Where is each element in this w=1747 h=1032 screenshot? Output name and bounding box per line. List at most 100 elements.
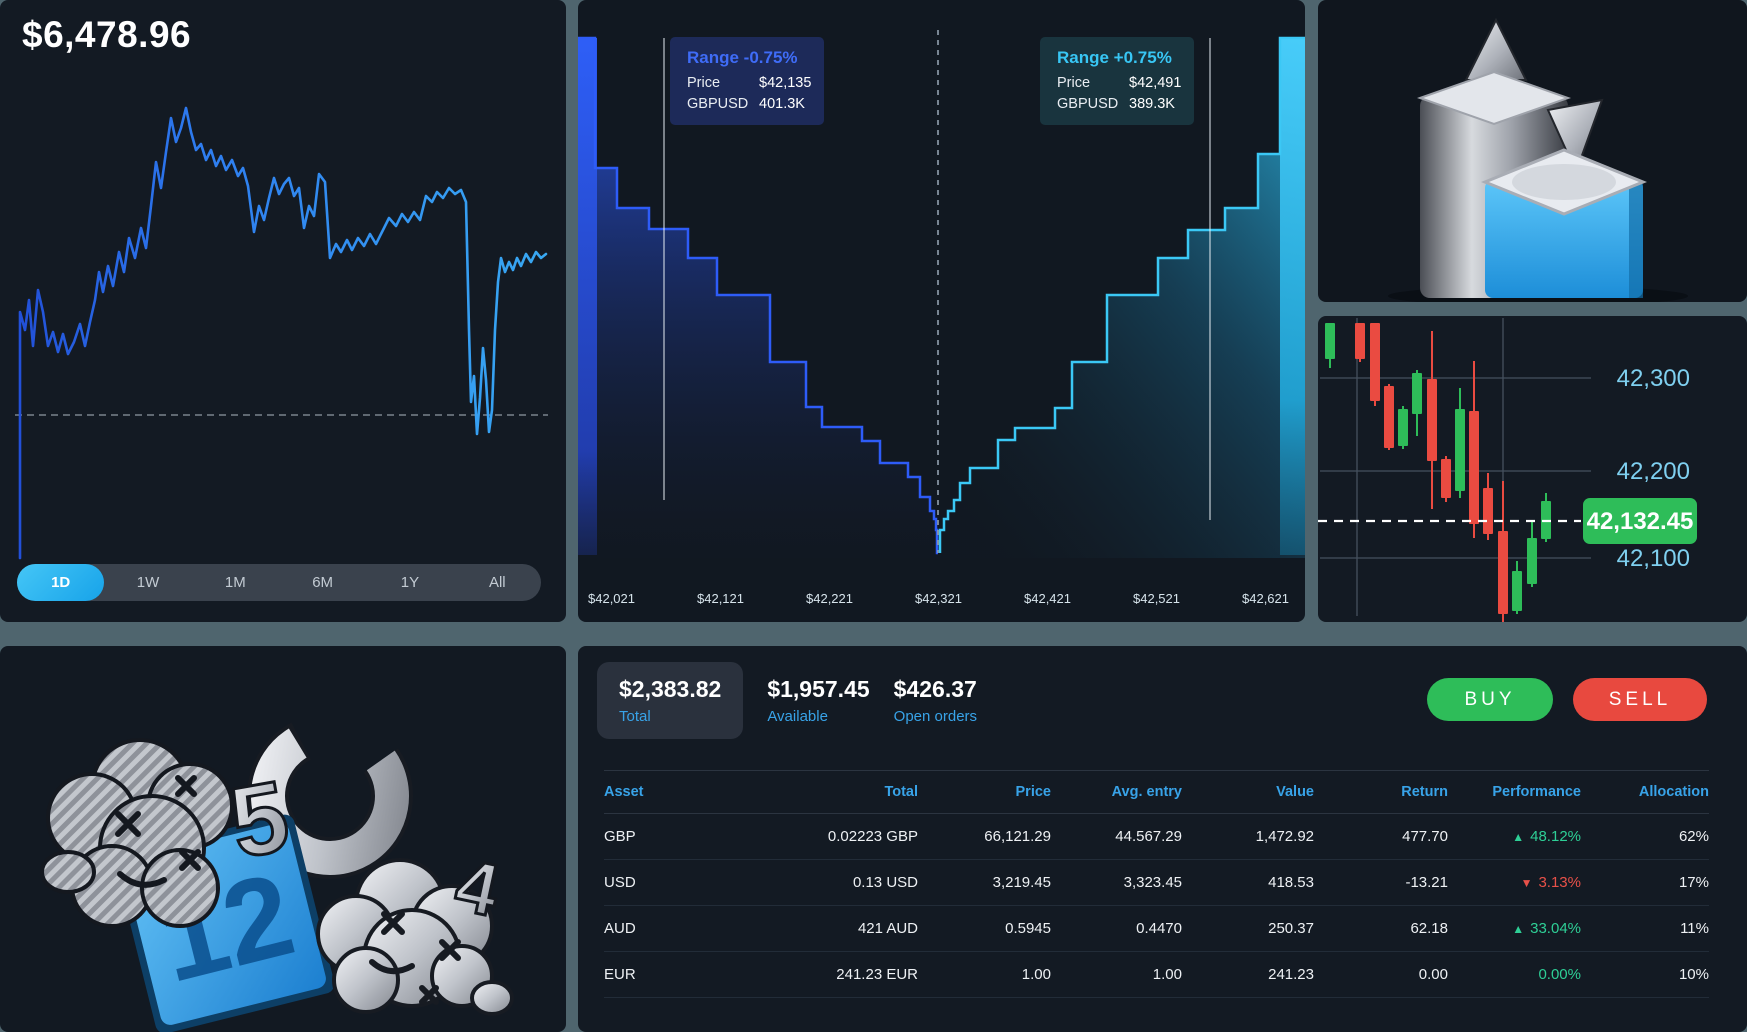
tooltip-pair-label: GBPUSD [687,96,749,112]
depth-x-label: $42,021 [588,591,635,606]
depth-x-label: $42,321 [915,591,962,606]
depth-x-label: $42,621 [1242,591,1289,606]
summary-label: Open orders [893,708,978,725]
summary-open-orders: $426.37 Open orders [894,662,977,739]
cell-asset: GBP [604,813,784,860]
cell-total: 0.13 USD [784,859,918,906]
summary-value: $1,957.45 [767,676,870,702]
price-axis-label: 42,200 [1617,458,1690,485]
summary-value: $2,383.82 [619,676,722,702]
cell-allocation: 62% [1581,813,1709,860]
column-header-total: Total [784,770,918,814]
column-header-return: Return [1314,770,1448,814]
tooltip-price-label: Price [687,75,721,91]
candlestick-panel: 42,132.45 42,300 42,200 42,100 [1318,316,1747,622]
time-range-all[interactable]: All [488,574,506,591]
numbers-illustration: 12 5 4 [0,646,566,1032]
current-price-badge [1583,498,1697,544]
cell-asset: EUR [604,951,784,998]
cell-performance: ▲ 48.12% [1448,813,1581,860]
performance-value: 3.13% [1538,874,1581,891]
3d-bars-illustration [1318,0,1747,302]
tooltip-pair-label: GBPUSD [1057,96,1119,112]
depth-tooltip-bid: Range -0.75% Price $42,135 GBPUSD 401.3K [670,37,824,125]
arrow-up-icon: ▲ [1512,922,1525,936]
cell-allocation: 11% [1581,905,1709,952]
summary-label: Total [619,708,651,725]
time-range-1y[interactable]: 1Y [400,574,420,591]
account-summary: $2,383.82 Total $1,957.45 Available $426.37 O… [597,662,977,739]
tooltip-title: Range +0.75% [1057,48,1172,67]
table-header-row: Asset Total Price Avg. entry Value Return Perf… [604,770,1709,814]
tooltip-volume-value: 401.3K [759,96,805,112]
3d-bars-image [1388,17,1688,302]
performance-value: 0.00% [1538,966,1581,983]
cell-allocation: 17% [1581,859,1709,906]
cell-asset: USD [604,859,784,906]
tooltip-price-label: Price [1057,75,1091,91]
current-price-value: 42,132.45 [1587,508,1694,535]
cell-asset: AUD [604,905,784,952]
column-header-allocation: Allocation [1581,770,1709,814]
table-row-eur[interactable]: EUR 241.23 EUR 1.00 1.00 241.23 0.00 0.00% 10% [604,951,1709,998]
price-axis-label: 42,300 [1617,365,1690,392]
cell-value: 418.53 [1182,859,1314,906]
column-header-asset: Asset [604,770,784,814]
table-row-gbp[interactable]: GBP 0.02223 GBP 66,121.29 44.567.29 1,472.92… [604,813,1709,860]
cell-return: 0.00 [1314,951,1448,998]
cell-value: 1,472.92 [1182,813,1314,860]
illustration-number-4: 4 [449,842,507,932]
depth-x-label: $42,121 [697,591,744,606]
cell-total: 421 AUD [784,905,918,952]
depth-chart-panel: Range -0.75% Price $42,135 GBPUSD 401.3K… [578,0,1305,622]
tooltip-title: Range -0.75% [687,48,798,67]
price-axis-label: 42,100 [1617,545,1690,572]
cell-performance: ▼ 3.13% [1448,859,1581,906]
holdings-table: Asset Total Price Avg. entry Value Return Perf… [604,770,1709,998]
column-header-price: Price [918,770,1051,814]
cell-price: 66,121.29 [918,813,1051,860]
sell-button[interactable]: SELL [1573,678,1707,721]
time-range-1w[interactable]: 1W [136,574,160,591]
cell-avg_entry: 44.567.29 [1051,813,1182,860]
portfolio-sparkline-chart[interactable] [0,0,566,622]
cell-price: 0.5945 [918,905,1051,952]
table-row-aud[interactable]: AUD 421 AUD 0.5945 0.4470 250.37 62.18 ▲ 33.04%… [604,905,1709,952]
tooltip-volume-value: 389.3K [1129,96,1175,112]
depth-x-axis-labels: $42,021 $42,121 $42,221 $42,321 $42,421 $42,5… [588,591,1289,606]
summary-label: Available [767,708,828,725]
tooltip-price-value: $42,135 [759,75,812,91]
candlestick-chart[interactable]: 42,132.45 42,300 42,200 42,100 [1318,316,1747,622]
buy-button[interactable]: BUY [1427,678,1553,721]
cell-allocation: 10% [1581,951,1709,998]
time-range-1d[interactable]: 1D [17,564,105,601]
table-row-usd[interactable]: USD 0.13 USD 3,219.45 3,323.45 418.53 -13.21 ▼… [604,859,1709,906]
cell-total: 241.23 EUR [784,951,918,998]
cell-return: 62.18 [1314,905,1448,952]
depth-x-label: $42,521 [1133,591,1180,606]
cell-value: 241.23 [1182,951,1314,998]
cell-price: 1.00 [918,951,1051,998]
summary-value: $426.37 [893,676,977,702]
cell-avg_entry: 1.00 [1051,951,1182,998]
numbers-illustration-image: 12 5 4 [40,713,514,1032]
summary-total: $2,383.82 Total [597,662,744,739]
performance-value: 33.04% [1530,920,1581,937]
column-header-value: Value [1182,770,1314,814]
time-range-1m[interactable]: 1M [224,574,246,591]
cell-price: 3,219.45 [918,859,1051,906]
cell-return: -13.21 [1314,859,1448,906]
summary-available: $1,957.45 Available [767,662,869,739]
order-book-depth-chart[interactable] [578,0,1305,622]
cell-total: 0.02223 GBP [784,813,918,860]
portfolio-balance: $6,478.96 [22,14,192,55]
depth-x-label: $42,421 [1024,591,1071,606]
cell-return: 477.70 [1314,813,1448,860]
arrow-up-icon: ▲ [1512,830,1525,844]
column-header-performance: Performance [1448,770,1581,814]
portfolio-panel: $2,383.82 Total $1,957.45 Available $426.37 O… [578,646,1747,1032]
performance-value: 48.12% [1530,828,1581,845]
depth-tooltip-ask: Range +0.75% Price $42,491 GBPUSD 389.3K [1040,37,1194,125]
time-range-6m[interactable]: 6M [312,574,334,591]
